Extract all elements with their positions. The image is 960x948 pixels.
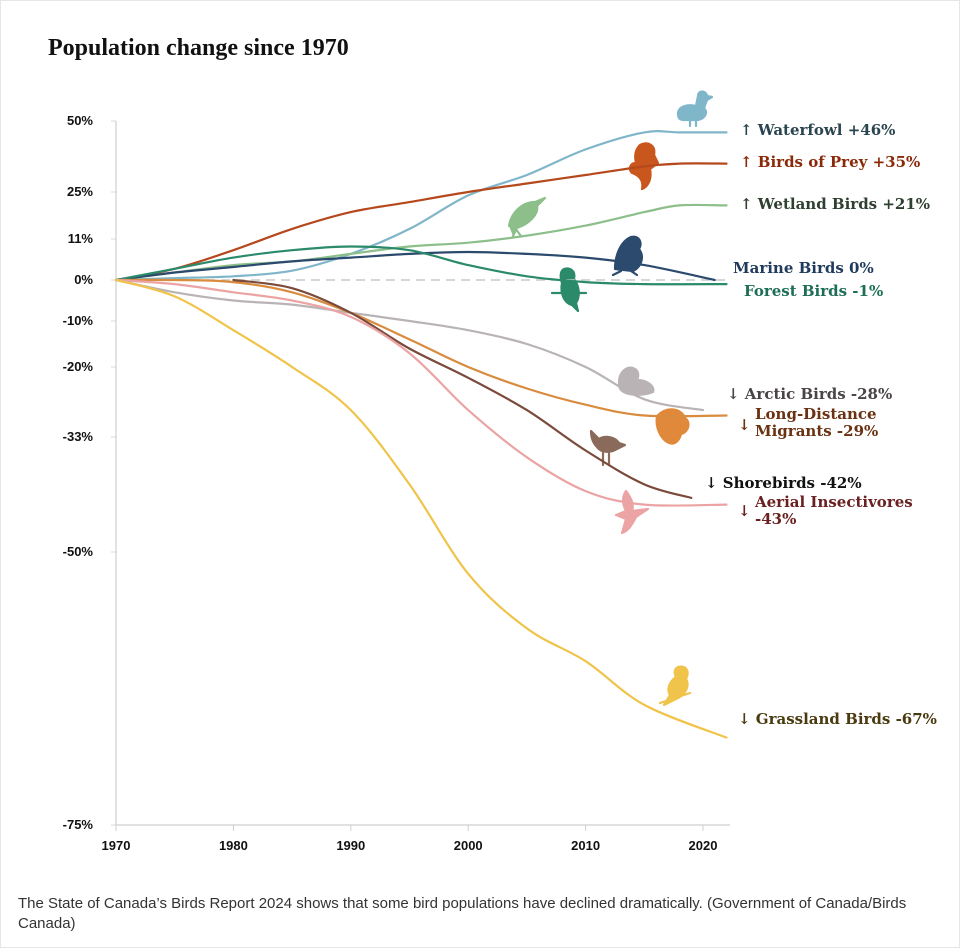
x-tick-label: 1980 (219, 838, 248, 853)
y-tick-label: 50% (67, 113, 93, 128)
series-label-text: ↓ Arctic Birds -28% (727, 385, 892, 403)
y-tick-label: -20% (63, 359, 94, 374)
figure-caption: The State of Canada’s Birds Report 2024 … (18, 895, 907, 932)
swallow-icon (614, 489, 650, 535)
series-label-text: -43% (755, 510, 796, 528)
x-tick-label: 2010 (571, 838, 600, 853)
heron-icon-shape (507, 196, 547, 238)
chart-title: Population change since 1970 (48, 35, 349, 61)
y-tick-label: -10% (63, 313, 94, 328)
series-line-birds_of_prey (114, 162, 728, 282)
population-chart: Population change since 1970 50% 25% 11% 0%… (48, 35, 937, 853)
meadowlark-icon (658, 665, 692, 707)
puffin-icon-shape (611, 235, 643, 277)
series-label-text: ↓ Shorebirds -42% (705, 474, 862, 492)
y-tick-label: 0% (74, 272, 93, 287)
series-line-shorebirds (232, 278, 693, 499)
sandpiper-icon (589, 429, 627, 467)
series-label-birds_of_prey: ↑ Birds of Prey +35% (740, 153, 920, 171)
series-label-text: ↑ Birds of Prey +35% (740, 153, 920, 171)
ptarmigan-icon-shape (617, 366, 655, 396)
series-label-aerial_insectivores: ↓ Aerial Insectivores-43% (738, 493, 913, 528)
y-axis-tick-labels: 50% 25% 11% 0% -10% -20% -33% -50% -75% (63, 113, 116, 832)
x-tick-label: 1990 (336, 838, 365, 853)
series-line-waterfowl (114, 130, 728, 282)
series-lines (114, 130, 728, 739)
series-label-arrow: ↓ (738, 502, 751, 520)
heron-icon (507, 196, 547, 238)
y-tick-label: -33% (63, 429, 94, 444)
sandpiper-icon-shape (589, 429, 627, 467)
songbird-icon (550, 267, 588, 313)
series-line-aerial_insectivores (114, 278, 728, 507)
duck-icon-shape (676, 90, 714, 128)
series-label-forest_birds: Forest Birds -1% (744, 282, 883, 300)
series-label-marine_birds: Marine Birds 0% (733, 259, 874, 277)
series-label-shorebirds: ↓ Shorebirds -42% (705, 474, 862, 492)
series-line-forest_birds (114, 245, 728, 286)
oriole-icon (655, 408, 690, 445)
series-line-wetland_birds (114, 203, 728, 282)
series-label-grassland_birds: ↓ Grassland Birds -67% (738, 710, 937, 728)
series-label-text: ↑ Waterfowl +46% (740, 121, 895, 139)
meadowlark-icon-shape (658, 665, 692, 707)
series-label-arrow: ↓ (738, 416, 751, 434)
series-line-arctic_birds (114, 278, 705, 412)
series-label-text: ↑ Wetland Birds +21% (740, 195, 930, 213)
series-label-text: Marine Birds 0% (733, 259, 874, 277)
x-tick-label: 2000 (454, 838, 483, 853)
y-tick-label: 25% (67, 184, 93, 199)
series-label-waterfowl: ↑ Waterfowl +46% (740, 121, 895, 139)
ptarmigan-icon (617, 366, 655, 396)
series-labels: ↑ Waterfowl +46% ↑ Birds of Prey +35% ↑ We… (705, 121, 937, 728)
series-line-marine_birds (114, 250, 716, 282)
x-tick-label: 2020 (689, 838, 718, 853)
x-axis-tick-labels: 1970 1980 1990 2000 2010 2020 (102, 825, 718, 853)
axes (115, 121, 730, 826)
series-line-grassland_birds (114, 278, 728, 739)
series-line-long_distance_migrants (114, 278, 728, 418)
series-label-text: Forest Birds -1% (744, 282, 883, 300)
duck-icon (676, 90, 714, 128)
series-label-arctic_birds: ↓ Arctic Birds -28% (727, 385, 892, 403)
puffin-icon (611, 235, 643, 277)
series-label-text: Aerial Insectivores (754, 493, 913, 511)
x-tick-label: 1970 (102, 838, 131, 853)
series-label-text: ↓ Grassland Birds -67% (738, 710, 937, 728)
y-tick-label: -50% (63, 544, 94, 559)
series-label-wetland_birds: ↑ Wetland Birds +21% (740, 195, 930, 213)
series-label-text: Migrants -29% (755, 422, 878, 440)
y-tick-label: -75% (63, 817, 94, 832)
series-label-text: Long-Distance (755, 405, 877, 423)
bird-icons (507, 90, 714, 707)
swallow-icon-shape (614, 489, 650, 535)
songbird-icon-shape (550, 267, 588, 313)
oriole-icon-shape (655, 408, 690, 445)
y-tick-label: 11% (68, 231, 94, 246)
